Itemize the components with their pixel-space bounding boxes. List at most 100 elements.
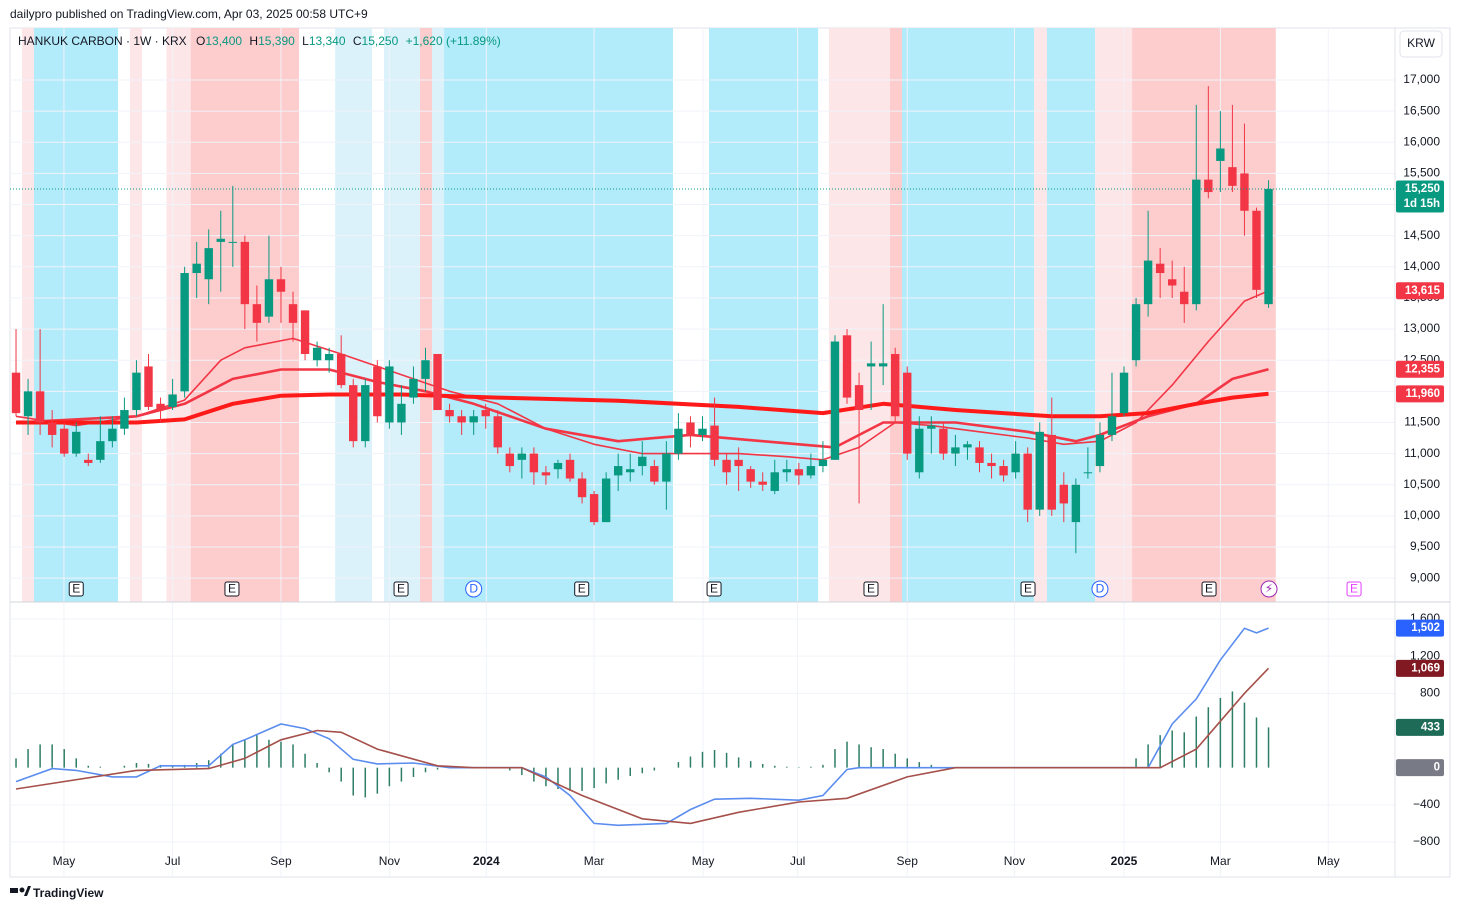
price-tag-box bbox=[1396, 385, 1444, 403]
indicator-tag: 1,069 bbox=[1411, 662, 1440, 674]
histogram-bar bbox=[123, 765, 126, 768]
candle-body bbox=[1180, 291, 1189, 305]
change: +1,620 (+11.89%) bbox=[406, 34, 501, 48]
candle-body bbox=[469, 416, 478, 423]
y-tick-label: 13,000 bbox=[1403, 321, 1440, 335]
candle-body bbox=[987, 462, 996, 467]
candle-body bbox=[975, 447, 984, 463]
y-tick-label: 800 bbox=[1420, 685, 1440, 699]
candle-body bbox=[1095, 434, 1105, 467]
price-tag: 11,960 bbox=[1405, 388, 1440, 400]
candle-body bbox=[650, 466, 659, 482]
candle-body bbox=[818, 459, 828, 467]
event-marker bbox=[393, 581, 409, 597]
event-marker bbox=[1260, 580, 1278, 598]
histogram-bar bbox=[292, 744, 294, 768]
event-marker bbox=[224, 581, 240, 597]
histogram-bar bbox=[352, 767, 354, 796]
histogram-bar bbox=[244, 739, 246, 768]
histogram-bar bbox=[533, 767, 535, 782]
histogram-bar bbox=[617, 767, 619, 780]
currency-button[interactable] bbox=[1399, 30, 1443, 58]
candle-body bbox=[830, 341, 840, 460]
histogram-bar bbox=[27, 749, 29, 768]
histogram-bar bbox=[713, 750, 716, 768]
candle-body bbox=[96, 441, 105, 460]
indicator-tag: 1,502 bbox=[1411, 622, 1440, 634]
y-tick-label: 10,000 bbox=[1403, 508, 1440, 522]
candle-body bbox=[794, 469, 804, 476]
candle-body bbox=[1107, 416, 1117, 435]
candle-body bbox=[770, 472, 779, 491]
candle-body bbox=[120, 410, 129, 429]
candle-body bbox=[72, 431, 81, 454]
histogram-bar bbox=[629, 767, 631, 777]
histogram-bar bbox=[509, 767, 511, 771]
x-tick-label: May bbox=[692, 854, 715, 868]
x-tick-label: Sep bbox=[897, 854, 919, 868]
last-price-tag: 15,250 bbox=[1405, 183, 1440, 195]
candle-body bbox=[1216, 148, 1225, 161]
histogram-bar bbox=[135, 763, 138, 768]
foreground-layer: May Jul Sep Nov 2024 Mar May Jul Sep Nov 2025 Mar Ma… bbox=[10, 72, 1444, 868]
histogram-bar bbox=[364, 767, 367, 798]
histogram-bar bbox=[786, 766, 788, 768]
histogram-bar bbox=[1183, 732, 1185, 768]
candle-body bbox=[349, 385, 358, 442]
histogram-bar bbox=[1219, 697, 1222, 768]
histogram-bar bbox=[1207, 707, 1210, 768]
last-price-tag-countdown: 1d 15h bbox=[1404, 198, 1440, 210]
candle-body bbox=[252, 304, 262, 323]
candle-body bbox=[324, 353, 334, 361]
currency[interactable]: KRW bbox=[1407, 36, 1435, 50]
histogram-bar bbox=[521, 767, 523, 776]
candle-body bbox=[421, 360, 430, 379]
y-tick-label: 11,000 bbox=[1404, 446, 1440, 460]
histogram-bar bbox=[268, 739, 270, 768]
background-zone bbox=[335, 28, 373, 602]
candle-body bbox=[722, 459, 731, 473]
histogram-bar bbox=[1267, 727, 1270, 768]
candle-body bbox=[397, 403, 406, 423]
candle-body bbox=[312, 347, 322, 361]
ohlc-value: 13,400 bbox=[205, 34, 242, 48]
histogram-bar bbox=[424, 767, 427, 773]
x-tick-label: Nov bbox=[1004, 854, 1025, 868]
y-tick-label: 16,000 bbox=[1403, 134, 1440, 148]
histogram-bar bbox=[894, 753, 896, 768]
candle-body bbox=[47, 422, 57, 435]
candle-body bbox=[529, 453, 539, 473]
ohlc-key: L bbox=[302, 34, 309, 48]
candle-body bbox=[1059, 484, 1069, 504]
candle-body bbox=[782, 469, 792, 473]
candle-body bbox=[963, 444, 972, 448]
x-tick-label: Jul bbox=[165, 854, 180, 868]
price-tag: 13,615 bbox=[1405, 285, 1441, 297]
candle-body bbox=[493, 416, 502, 448]
y-tick-label: −400 bbox=[1413, 797, 1440, 811]
histogram-bar bbox=[689, 756, 692, 768]
candle-body bbox=[662, 453, 671, 482]
background-zone bbox=[709, 28, 819, 602]
candle-body bbox=[433, 353, 442, 411]
histogram-bar bbox=[1135, 758, 1137, 768]
event-marker bbox=[706, 581, 722, 597]
histogram-bar bbox=[918, 762, 921, 768]
x-tick-label: Jul bbox=[790, 854, 805, 868]
event-label: E bbox=[397, 582, 405, 596]
macd-line bbox=[15, 667, 1270, 825]
event-label: ⚡ bbox=[1265, 582, 1273, 596]
indicator-tag: 0 bbox=[1434, 762, 1440, 774]
candle-body bbox=[132, 372, 141, 411]
candle-body bbox=[240, 241, 250, 305]
histogram-bar bbox=[220, 753, 222, 768]
candle-body bbox=[35, 391, 45, 423]
histogram-bar bbox=[207, 760, 210, 768]
candle-body bbox=[758, 481, 767, 485]
event-label: E bbox=[578, 582, 586, 596]
histogram-bar bbox=[569, 767, 571, 791]
histogram-bar bbox=[340, 767, 342, 782]
candle-body bbox=[228, 241, 238, 243]
candle-body bbox=[806, 466, 816, 476]
y-tick-label: 14,500 bbox=[1403, 228, 1440, 242]
